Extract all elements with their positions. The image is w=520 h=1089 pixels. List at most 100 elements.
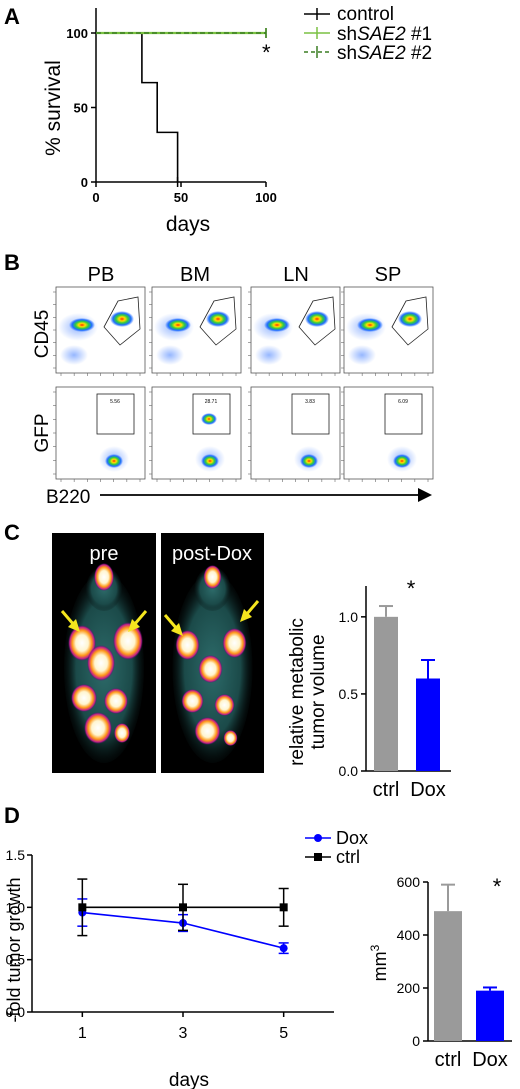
- dotplot-frame: [250, 386, 341, 480]
- pet-arrow-head: [240, 609, 252, 622]
- b220-arrow-head: [418, 488, 432, 502]
- volume-bar-Dox: [476, 990, 504, 1041]
- metabolic-category-label: Dox: [410, 779, 446, 801]
- metabolic-category-label: ctrl: [373, 779, 400, 801]
- population-halo: [156, 345, 184, 365]
- legend-dox-label: Dox: [336, 828, 368, 848]
- gate-value: 3.83: [305, 399, 315, 405]
- col-label-sp: SP: [375, 264, 402, 286]
- population-cluster: [300, 454, 318, 468]
- pet-hotspot: [214, 694, 235, 716]
- metabolic-chart: relative metabolic tumor volume * 0.0 0.5…: [287, 576, 451, 801]
- legend-sh1: shSAE2 #1: [304, 24, 432, 45]
- gate-value: 6.09: [398, 399, 408, 405]
- gated-cluster: [110, 311, 134, 327]
- gfp-gate: [291, 393, 330, 435]
- population-halo: [255, 345, 283, 365]
- growth-chart: -fold tumor growth days 0.0 0.5 1.0 1.5 1 3 5: [4, 847, 334, 1089]
- gfp-gate: [384, 393, 423, 435]
- legend-dox-marker: [314, 834, 322, 842]
- gate-polygon: [103, 296, 141, 346]
- pet-hotspot: [222, 628, 247, 658]
- pet-hotspot: [194, 717, 221, 745]
- survival-annotation: *: [262, 40, 271, 65]
- growth-point-dox: [279, 944, 288, 953]
- pet-label-pre: pre: [90, 543, 119, 565]
- volume-bar-ctrl: [434, 911, 462, 1041]
- population-halo: [60, 345, 88, 365]
- row-label-cd45: CD45: [32, 310, 53, 359]
- pet-hotspot: [87, 645, 115, 681]
- pet-arrow-shaft: [132, 610, 148, 626]
- pet-arrow-shaft: [60, 610, 76, 626]
- volume-annotation: *: [493, 874, 502, 899]
- legend-ctrl-label: ctrl: [336, 847, 360, 867]
- gated-cluster: [305, 311, 329, 327]
- metabolic-annotation: *: [407, 576, 416, 601]
- survival-y-label: % survival: [42, 60, 65, 156]
- growth-point-ctrl: [78, 903, 87, 912]
- b220-arrow: [100, 488, 432, 502]
- gfp-gate: [192, 393, 231, 435]
- legend-sh2-prefix: sh: [337, 43, 357, 64]
- growth-legend: Dox ctrl: [305, 828, 368, 867]
- pet-hotspot: [104, 688, 128, 714]
- pet-arrow-head: [68, 619, 80, 632]
- growth-point-ctrl: [279, 903, 288, 912]
- x-tick-label: 0: [92, 190, 99, 205]
- series-line-0: [96, 32, 179, 182]
- growth-point-ctrl: [179, 903, 187, 912]
- pet-hotspot: [203, 565, 222, 589]
- legend-control: control: [304, 4, 394, 25]
- growth-y-tick-label: 1.5: [6, 847, 26, 863]
- growth-x-tick-label: 3: [179, 1025, 188, 1042]
- gate-value: 28.71: [205, 399, 218, 405]
- legend-sh1-suffix: #1: [406, 24, 432, 45]
- y-tick-label: 50: [74, 101, 88, 116]
- pet-hotspot: [68, 625, 96, 661]
- gfp-gate: [96, 393, 135, 435]
- pet-hotspot: [84, 712, 112, 744]
- volume-chart: mm3 * 0 200 400 600 ctrl Dox: [368, 874, 512, 1071]
- dotplot-frame: [55, 386, 146, 480]
- legend-sh2-suffix: #2: [406, 43, 432, 64]
- dotplot-frame: [151, 386, 242, 480]
- volume-y-label-main: mm: [370, 951, 390, 981]
- gated-cluster: [206, 311, 230, 327]
- pet-hotspot: [181, 689, 204, 713]
- population-cluster: [105, 454, 123, 468]
- legend-sh2: shSAE2 #2: [304, 43, 432, 64]
- legend-sh2-gene: SAE2: [357, 43, 406, 64]
- pet-hotspot: [198, 655, 223, 683]
- gate-polygon: [391, 296, 429, 346]
- growth-x-label: days: [169, 1070, 209, 1089]
- metabolic-bar-Dox: [416, 678, 440, 771]
- pet-arrow-head: [128, 619, 140, 632]
- volume-y-tick-label: 600: [397, 874, 421, 890]
- pet-arrow-shaft: [163, 614, 179, 630]
- metabolic-y-tick-label: 0.0: [339, 763, 359, 779]
- metabolic-y-tick-label: 0.5: [339, 686, 359, 702]
- dotplot-frame: [343, 386, 434, 480]
- growth-y-tick-label: 1.0: [6, 899, 26, 915]
- survival-chart: % survival days * 0 50 100 0 50 100: [42, 8, 277, 236]
- volume-category-label: ctrl: [435, 1049, 462, 1071]
- growth-y-tick-label: 0.0: [6, 1004, 26, 1020]
- legend-ctrl-marker: [314, 853, 322, 861]
- volume-y-tick-label: 200: [397, 980, 421, 996]
- volume-y-tick-label: 0: [412, 1033, 420, 1049]
- growth-x-tick-label: 5: [279, 1025, 288, 1042]
- metabolic-y-tick-label: 1.0: [339, 609, 359, 625]
- y-tick-label: 100: [66, 26, 88, 41]
- volume-y-tick-label: 400: [397, 927, 421, 943]
- pet-hotspot: [175, 630, 200, 660]
- metabolic-bar-ctrl: [374, 616, 398, 771]
- growth-x-tick-label: 1: [78, 1025, 87, 1042]
- volume-category-label: Dox: [472, 1049, 508, 1071]
- metabolic-y-label-2: tumor volume: [308, 634, 329, 749]
- volume-y-label-sup: 3: [368, 944, 382, 951]
- panel-letter-d: D: [4, 803, 20, 828]
- population-cluster: [264, 318, 290, 332]
- population-cluster: [357, 318, 383, 332]
- survival-x-label: days: [166, 213, 210, 236]
